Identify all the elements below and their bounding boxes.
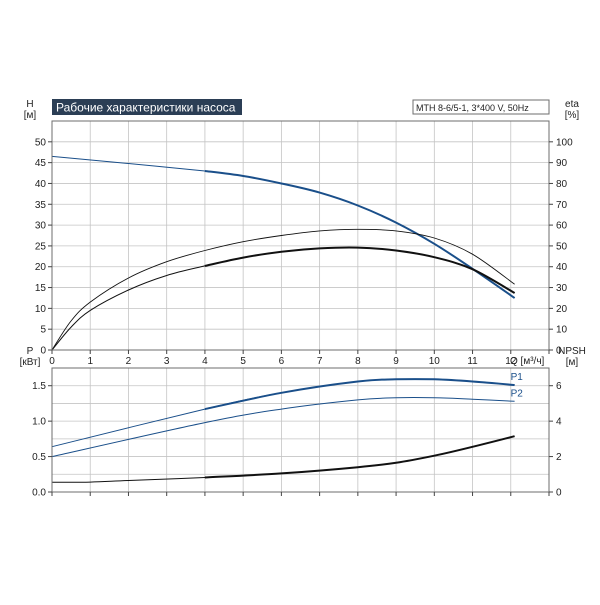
- x-tick-label: 8: [355, 356, 361, 367]
- y-right-tick-label: 50: [556, 241, 568, 252]
- series-label-p2: P2: [511, 388, 524, 399]
- y-left-axis-unit: [м]: [24, 110, 37, 121]
- y-right-tick-label: 6: [556, 381, 562, 392]
- y-left-tick-label: 0: [40, 346, 46, 357]
- x-tick-label: 5: [240, 356, 246, 367]
- series-p2: [51, 397, 515, 458]
- y-right-tick-label: 10: [556, 325, 568, 336]
- x-tick-label: 0: [49, 356, 55, 367]
- y-left-tick-label: 1.0: [32, 417, 46, 428]
- series-label-p1: P1: [511, 372, 524, 383]
- y-left-tick-label: 50: [35, 137, 47, 148]
- series-line-0-2: [51, 228, 515, 351]
- model-label-box: MTH 8-6/5-1, 3*400 V, 50Hz: [412, 99, 550, 115]
- y-left-tick-label: 0.0: [32, 488, 46, 499]
- y-right-tick-label: 60: [556, 221, 568, 232]
- chart-title-box: Рабочие характеристики насоса: [52, 99, 242, 115]
- x-tick-label: 2: [126, 356, 132, 367]
- y-left-axis-label: P: [27, 346, 34, 357]
- y-right-tick-label: 80: [556, 179, 568, 190]
- y-left-tick-label: 20: [35, 262, 47, 273]
- x-tick-label: 9: [393, 356, 399, 367]
- x-tick-label: 3: [164, 356, 170, 367]
- y-left-tick-label: 30: [35, 221, 47, 232]
- y-right-axis-unit: [м]: [566, 357, 579, 368]
- series-line-0-0-duty: [204, 170, 516, 299]
- y-left-tick-label: 45: [35, 158, 47, 169]
- chart-title-background: [52, 99, 242, 115]
- series-p1-duty: [204, 378, 515, 411]
- x-tick-label: 11: [467, 356, 478, 367]
- y-left-axis-label: H: [26, 99, 33, 110]
- y-left-tick-label: 35: [35, 200, 47, 211]
- y-right-tick-label: 90: [556, 158, 568, 169]
- y-right-tick-label: 30: [556, 283, 568, 294]
- model-label: MTH 8-6/5-1, 3*400 V, 50Hz: [416, 103, 529, 113]
- y-right-tick-label: 20: [556, 304, 568, 315]
- y-right-tick-label: 2: [556, 452, 562, 463]
- y-right-tick-label: 0: [556, 346, 562, 357]
- y-left-tick-label: 15: [35, 283, 47, 294]
- y-right-axis-label: eta: [565, 99, 579, 110]
- x-tick-label: 10: [429, 356, 441, 367]
- series-line-0-1-duty: [204, 246, 516, 294]
- x-tick-label: 4: [202, 356, 208, 367]
- x-tick-label: 12: [505, 356, 517, 367]
- x-axis-label: Q [м³/ч]: [510, 356, 545, 367]
- y-left-tick-label: 10: [35, 304, 47, 315]
- y-left-tick-label: 25: [35, 241, 47, 252]
- y-right-tick-label: 100: [556, 137, 573, 148]
- x-tick-label: 1: [87, 356, 93, 367]
- y-left-tick-label: 5: [40, 325, 46, 336]
- y-right-axis-label: NPSH: [558, 346, 586, 357]
- y-left-tick-label: 1.5: [32, 381, 46, 392]
- y-right-tick-label: 70: [556, 200, 568, 211]
- y-right-tick-label: 4: [556, 417, 562, 428]
- x-tick-label: 7: [317, 356, 323, 367]
- y-left-axis-unit: [кВт]: [20, 357, 41, 368]
- plot-frame: [51, 120, 550, 351]
- series-line-1-2-duty: [204, 435, 515, 479]
- y-right-tick-label: 40: [556, 262, 568, 273]
- plot-frame: [51, 367, 550, 493]
- y-left-tick-label: 0.5: [32, 452, 46, 463]
- model-label-frame: [412, 99, 550, 115]
- x-tick-label: 6: [279, 356, 285, 367]
- chart-title: Рабочие характеристики насоса: [56, 101, 236, 115]
- y-left-tick-label: 40: [35, 179, 47, 190]
- y-right-tick-label: 0: [556, 488, 562, 499]
- y-right-axis-unit: [%]: [565, 110, 580, 121]
